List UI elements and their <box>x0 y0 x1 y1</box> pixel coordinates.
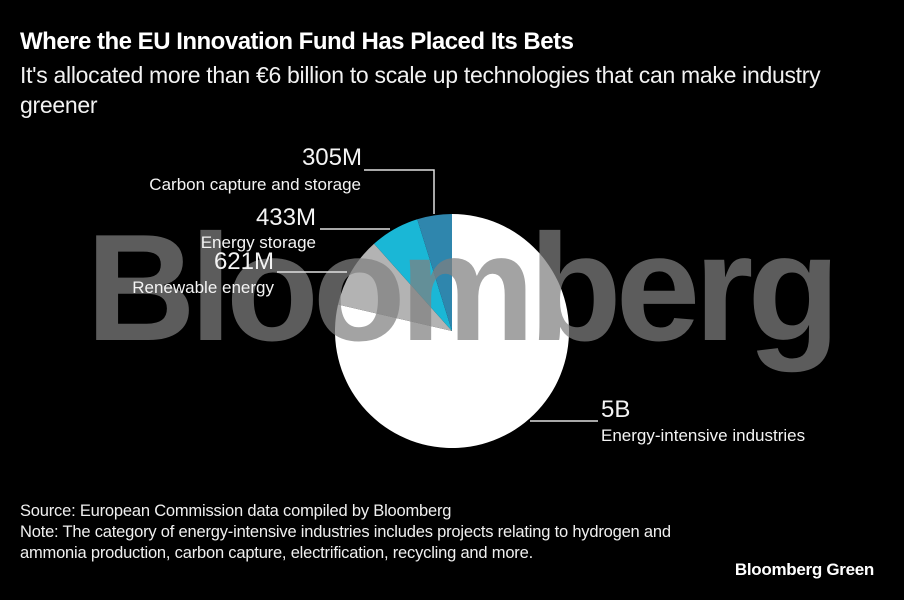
label-value-eii: 5B <box>601 396 631 423</box>
source-note: Source: European Commission data compile… <box>20 502 452 520</box>
label-category-eii: Energy-intensive industries <box>601 426 806 445</box>
label-value-re: 621M <box>213 248 274 275</box>
label-category-ccs: Carbon capture and storage <box>149 175 361 194</box>
label-category-re: Renewable energy <box>132 278 274 297</box>
leader-line-ccs <box>364 169 435 214</box>
chart-subtitle: It's allocated more than €6 billion to s… <box>20 62 821 118</box>
chart-title: Where the EU Innovation Fund Has Placed … <box>20 28 574 55</box>
footnote: Note: The category of energy-intensive i… <box>20 523 671 562</box>
slice-renewable-energy <box>338 243 452 331</box>
slice-carbon-capture-storage <box>417 214 452 331</box>
bloomberg-green-logo: Bloomberg Green <box>734 560 874 579</box>
label-category-es: Energy storage <box>200 233 316 252</box>
pie-slices <box>335 214 569 448</box>
slice-energy-storage <box>374 219 452 331</box>
chart-footer: Source: European Commission data compile… <box>20 501 740 564</box>
label-value-ccs: 305M <box>301 144 362 171</box>
label-value-es: 433M <box>255 204 316 231</box>
